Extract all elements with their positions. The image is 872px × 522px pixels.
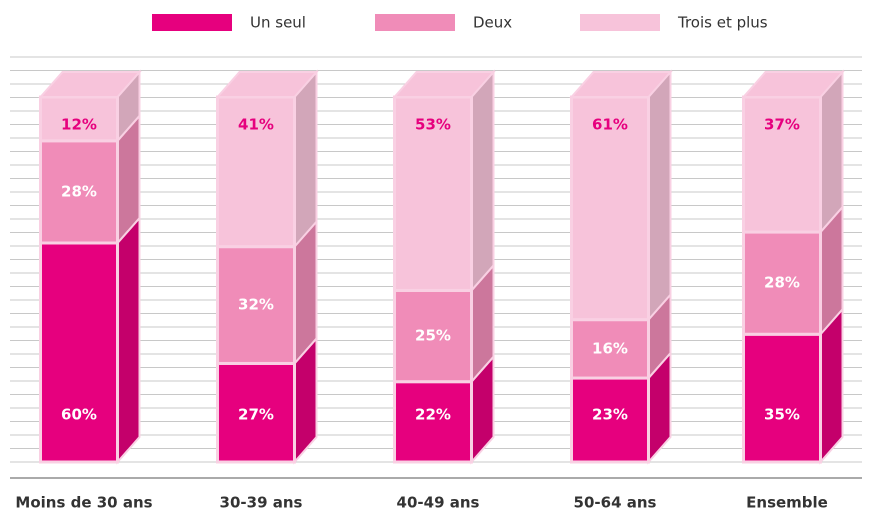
bar-segment xyxy=(216,361,296,464)
bar-segment xyxy=(742,95,822,234)
x-tick-label: Ensemble xyxy=(746,494,828,512)
bar-segment xyxy=(393,288,473,384)
value-label: 53% xyxy=(415,116,451,134)
value-label: 16% xyxy=(592,339,628,357)
value-label: 28% xyxy=(764,274,800,292)
value-label: 61% xyxy=(592,116,628,134)
value-label: 12% xyxy=(61,116,97,134)
legend-swatch xyxy=(580,14,660,31)
x-tick-label: Moins de 30 ans xyxy=(15,494,152,512)
x-tick-label: 40-49 ans xyxy=(397,494,480,512)
bar-segment xyxy=(570,376,650,464)
legend-label: Deux xyxy=(473,14,512,32)
bar-side xyxy=(116,215,141,465)
bar-segment xyxy=(570,318,650,380)
bar-top xyxy=(392,71,496,98)
bar-side xyxy=(647,69,672,323)
bar-segment xyxy=(216,95,296,249)
bar-side xyxy=(819,69,844,235)
bar-segment xyxy=(393,95,473,292)
bar-segment xyxy=(393,380,473,464)
x-tick-label: 30-39 ans xyxy=(220,494,303,512)
bar-segment xyxy=(570,95,650,322)
bar-top xyxy=(569,71,673,98)
legend-swatch xyxy=(375,14,455,31)
value-label: 25% xyxy=(415,327,451,345)
bar-segment xyxy=(216,245,296,365)
value-label: 32% xyxy=(238,296,274,314)
value-label: 41% xyxy=(238,116,274,134)
legend-label: Un seul xyxy=(250,14,306,32)
value-label: 37% xyxy=(764,116,800,134)
bar-side xyxy=(819,306,844,465)
value-label: 23% xyxy=(592,406,628,424)
bar-top xyxy=(38,71,142,98)
bar-segment xyxy=(39,139,119,245)
value-label: 22% xyxy=(415,406,451,424)
bar-top xyxy=(215,71,319,98)
value-label: 27% xyxy=(238,406,274,424)
bar-segment xyxy=(39,241,119,464)
x-tick-label: 50-64 ans xyxy=(574,494,657,512)
bar-side xyxy=(470,69,495,294)
bar-segment xyxy=(742,230,822,336)
bar-side xyxy=(293,69,318,250)
bar-top xyxy=(741,71,845,98)
value-label: 28% xyxy=(61,182,97,200)
value-label: 35% xyxy=(764,406,800,424)
bar-segment xyxy=(742,332,822,464)
legend-swatch xyxy=(152,14,232,31)
value-label: 60% xyxy=(61,406,97,424)
legend-label: Trois et plus xyxy=(677,14,768,32)
